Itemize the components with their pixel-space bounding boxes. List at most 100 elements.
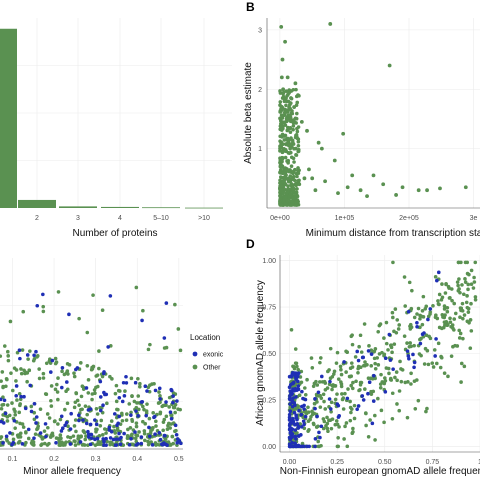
panel-c-point-other bbox=[42, 441, 47, 446]
panel-c-point-exonic bbox=[68, 442, 73, 446]
panel-d-point-exonic bbox=[293, 434, 298, 439]
panel-c-point-exonic bbox=[93, 437, 97, 442]
panel-b-point bbox=[295, 126, 299, 131]
panel-c-point-exonic bbox=[63, 423, 67, 428]
panel-d-point-other bbox=[352, 416, 357, 421]
panel-d-point-exonic bbox=[318, 435, 322, 440]
panel-b-point bbox=[283, 187, 288, 192]
panel-d-point-other bbox=[309, 415, 313, 419]
panel-d-point-exonic bbox=[366, 349, 371, 353]
panel-d-point-other bbox=[329, 426, 334, 431]
panel-d-point-other bbox=[416, 398, 421, 403]
panel-d-point-exonic bbox=[342, 360, 346, 364]
panel-c-point-other bbox=[56, 397, 60, 402]
panel-d-point-other bbox=[327, 382, 332, 387]
panel-d-point-exonic bbox=[303, 414, 308, 419]
panel-c-point-other bbox=[158, 411, 163, 416]
panel-c-point-other bbox=[134, 433, 138, 437]
panel-b-point bbox=[281, 94, 286, 99]
panel-c-point-other bbox=[125, 412, 129, 416]
panel-c-point-other bbox=[143, 421, 148, 426]
panel-d-point-other bbox=[397, 408, 402, 413]
panel-c-point-exonic bbox=[139, 435, 144, 439]
panel-c-point-other bbox=[166, 440, 171, 444]
panel-d-point-exonic bbox=[287, 374, 292, 379]
panel-b-point bbox=[289, 155, 294, 160]
panel-c-point-other bbox=[17, 391, 22, 396]
panel-c-point-other bbox=[134, 405, 139, 410]
panel-d-point-other bbox=[393, 375, 397, 380]
panel-d-point-exonic bbox=[288, 382, 293, 387]
panel-b-point bbox=[310, 176, 315, 181]
panel-c-point-other bbox=[100, 308, 105, 313]
panel-d-point-other bbox=[395, 318, 400, 322]
panel-c-point-other bbox=[141, 404, 145, 409]
panel-d-point-other bbox=[289, 327, 294, 332]
panel-d-point-exonic bbox=[371, 399, 376, 403]
panel-d-point-other bbox=[378, 382, 383, 386]
panel-d-point-other bbox=[424, 304, 429, 309]
panel-d-point-other bbox=[390, 350, 394, 355]
panel-d-point-other bbox=[341, 407, 346, 411]
panel-d-point-exonic bbox=[288, 409, 293, 414]
panel-d-point-other bbox=[457, 336, 462, 340]
panel-d-point-other bbox=[455, 280, 460, 284]
panel-c-point-exonic bbox=[60, 426, 65, 431]
panel-d-point-other bbox=[295, 364, 299, 369]
panel-b-point bbox=[294, 134, 299, 139]
panel-b-point bbox=[387, 63, 392, 68]
panel-c-point-exonic bbox=[22, 394, 26, 399]
panel-c-point-exonic bbox=[101, 437, 105, 441]
panel-b-point bbox=[438, 186, 442, 191]
panel-c-point-other bbox=[38, 407, 43, 411]
panel-d-point-other bbox=[321, 392, 326, 397]
panel-d-point-other bbox=[458, 315, 462, 320]
panel-c-point-other bbox=[120, 411, 124, 416]
panel-c-point-other bbox=[5, 438, 9, 443]
panel-b-point bbox=[288, 130, 293, 135]
panel-b-point bbox=[294, 87, 298, 92]
panel-c-point-exonic bbox=[98, 395, 103, 399]
panel-d-point-other bbox=[322, 399, 326, 404]
panel-c-point-other bbox=[143, 438, 147, 443]
panel-b-point bbox=[284, 103, 288, 108]
panel-d-point-other bbox=[453, 311, 458, 316]
panel-b-point bbox=[288, 106, 292, 111]
panel-a-x-tick-label: 4 bbox=[118, 215, 122, 222]
panel-d-point-exonic bbox=[294, 395, 298, 399]
panel-d-point-other bbox=[395, 402, 399, 406]
panel-d-point-other bbox=[463, 277, 467, 281]
panel-a-bar-2 bbox=[18, 199, 56, 208]
panel-d-point-other bbox=[459, 260, 463, 265]
panel-c-point-other bbox=[100, 374, 105, 379]
panel-b-point bbox=[365, 194, 369, 199]
panel-d-point-other bbox=[344, 349, 348, 354]
panel-c-point-other bbox=[71, 434, 76, 438]
panel-b-point bbox=[293, 167, 297, 172]
panel-c-point-other bbox=[33, 432, 38, 436]
panel-d-point-other bbox=[379, 372, 383, 377]
panel-c-point-other bbox=[146, 347, 151, 352]
panel-c-point-other bbox=[134, 285, 139, 290]
panel-b-point bbox=[287, 151, 292, 155]
panel-b-point bbox=[285, 136, 290, 141]
panel-c-point-exonic bbox=[67, 312, 71, 317]
panel-d-point-other bbox=[446, 374, 450, 379]
panel-c-point-other bbox=[62, 372, 67, 377]
panel-d-point-other bbox=[335, 444, 340, 449]
panel-b-point bbox=[289, 164, 294, 169]
panel-c-point-exonic bbox=[43, 422, 48, 426]
panel-d-point-other bbox=[403, 380, 408, 385]
panel-d-point-other bbox=[443, 313, 447, 317]
panel-c-point-other bbox=[134, 424, 139, 429]
panel-c-point-other bbox=[89, 367, 94, 372]
panel-d-point-other bbox=[469, 329, 474, 333]
panel-d-point-other bbox=[380, 350, 384, 355]
panel-d-point-exonic bbox=[315, 414, 319, 419]
panel-d-point-other bbox=[348, 418, 353, 423]
panel-d-point-exonic bbox=[369, 352, 374, 356]
panel-c-point-other bbox=[148, 383, 152, 387]
panel-c-point-other bbox=[74, 429, 78, 434]
panel-c-point-other bbox=[154, 419, 158, 424]
panel-c-point-other bbox=[169, 413, 174, 417]
